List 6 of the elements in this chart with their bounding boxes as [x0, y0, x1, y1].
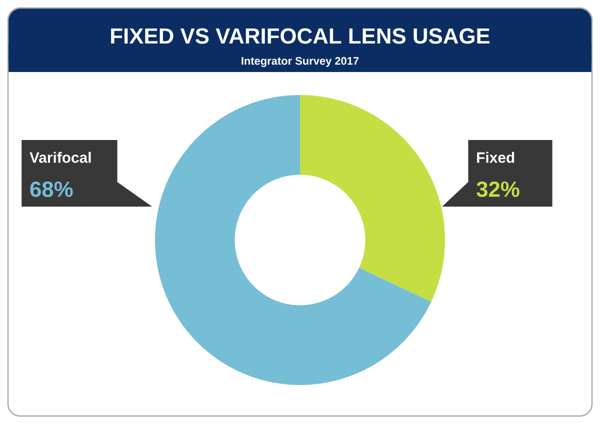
slice-label: Fixed	[477, 152, 514, 163]
chart-subtitle: Integrator Survey 2017	[242, 57, 359, 67]
chart-title: FIXED VS VARIFOCAL LENS USAGE	[111, 28, 490, 44]
data-label: 68%	[30, 181, 73, 198]
slice-label: Varifocal	[30, 152, 91, 163]
data-label: 32%	[476, 181, 520, 198]
